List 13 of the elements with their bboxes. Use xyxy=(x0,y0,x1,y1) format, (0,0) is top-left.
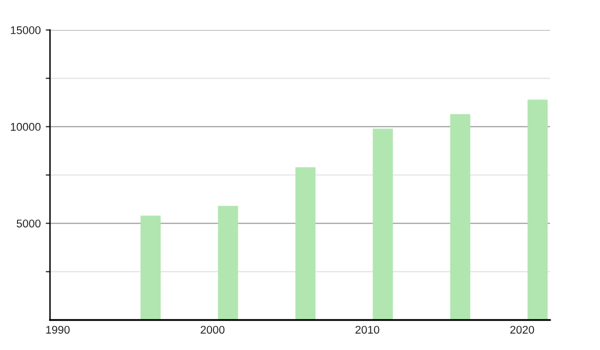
x-tick-label: 2000 xyxy=(200,326,224,334)
x-tick-label: 2020 xyxy=(510,326,534,334)
bar xyxy=(218,206,238,320)
y-tick-label: 10000 xyxy=(10,122,41,131)
x-tick-label: 2010 xyxy=(356,326,380,334)
y-tick-label: 5000 xyxy=(16,220,41,228)
bar xyxy=(295,167,316,320)
x-tick-label: 1990 xyxy=(46,326,70,334)
bar xyxy=(140,216,161,320)
y-tick-label: 15000 xyxy=(10,26,41,34)
bar xyxy=(528,100,548,320)
bar xyxy=(372,128,393,320)
bar xyxy=(450,114,470,320)
